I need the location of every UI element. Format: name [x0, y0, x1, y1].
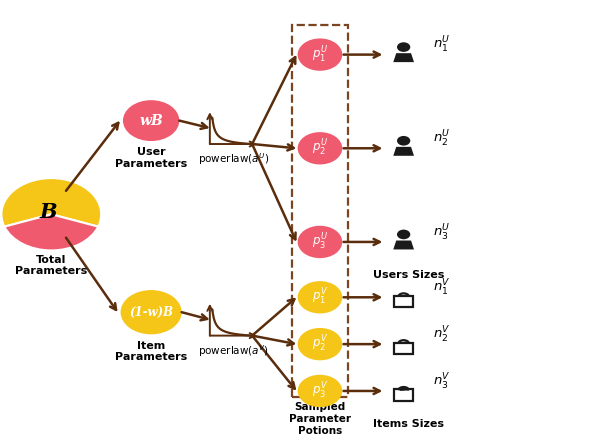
Text: Items Sizes: Items Sizes [373, 419, 444, 429]
Circle shape [397, 136, 410, 145]
Text: B: B [40, 202, 57, 222]
Circle shape [123, 100, 179, 141]
Circle shape [297, 375, 342, 407]
Text: Total
Parameters: Total Parameters [15, 255, 87, 276]
Circle shape [397, 229, 410, 239]
Text: $p_2^U$: $p_2^U$ [312, 138, 328, 158]
Text: Sampled
Parameter
Potions: Sampled Parameter Potions [289, 403, 351, 436]
Polygon shape [394, 240, 414, 249]
Circle shape [397, 42, 410, 52]
Text: (1-w)B: (1-w)B [129, 306, 173, 319]
Circle shape [297, 281, 342, 313]
Text: wB: wB [139, 114, 163, 128]
Text: $p_1^U$: $p_1^U$ [312, 45, 328, 65]
Text: $p_3^V$: $p_3^V$ [312, 381, 328, 401]
Polygon shape [394, 53, 414, 62]
Text: Item
Parameters: Item Parameters [115, 341, 187, 362]
Text: $n_3^U$: $n_3^U$ [433, 222, 451, 243]
Wedge shape [1, 178, 101, 227]
Text: $n_2^V$: $n_2^V$ [433, 325, 451, 345]
Text: User
Parameters: User Parameters [115, 148, 187, 169]
Text: Users Sizes: Users Sizes [373, 270, 444, 280]
Text: $n_2^U$: $n_2^U$ [433, 129, 451, 149]
Wedge shape [4, 214, 98, 251]
Text: $n_1^V$: $n_1^V$ [433, 278, 451, 298]
Circle shape [120, 290, 182, 334]
Text: $n_1^U$: $n_1^U$ [433, 35, 451, 55]
Text: $p_1^V$: $p_1^V$ [312, 287, 328, 307]
Circle shape [297, 226, 342, 258]
Polygon shape [394, 147, 414, 156]
Text: $p_3^U$: $p_3^U$ [312, 232, 328, 252]
Circle shape [297, 328, 342, 360]
Text: powerlaw($a^V$): powerlaw($a^V$) [198, 343, 269, 359]
Text: $n_3^V$: $n_3^V$ [433, 372, 451, 392]
Circle shape [297, 38, 342, 71]
Text: $p_2^V$: $p_2^V$ [312, 334, 328, 354]
Circle shape [297, 132, 342, 164]
Text: powerlaw($a^U$): powerlaw($a^U$) [198, 152, 269, 168]
